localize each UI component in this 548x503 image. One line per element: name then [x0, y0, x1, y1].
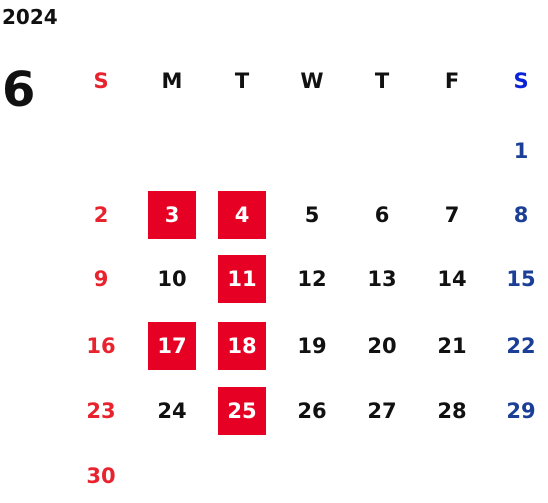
calendar-day[interactable]: 13: [367, 267, 397, 291]
calendar-day[interactable]: 26: [297, 399, 327, 423]
calendar-day[interactable]: 22: [506, 334, 536, 358]
calendar-day[interactable]: 6: [374, 203, 390, 227]
calendar-day[interactable]: 1: [513, 139, 529, 163]
calendar-day-highlighted[interactable]: 4: [218, 191, 266, 239]
calendar-day[interactable]: 12: [297, 267, 327, 291]
weekday-header: W: [300, 69, 324, 93]
weekday-header: M: [161, 69, 183, 93]
calendar-month: 6: [2, 62, 36, 118]
calendar-day[interactable]: 21: [437, 334, 467, 358]
calendar-day-highlighted[interactable]: 11: [218, 255, 266, 303]
calendar-day[interactable]: 7: [444, 203, 460, 227]
calendar-day[interactable]: 24: [157, 399, 187, 423]
calendar-day[interactable]: 29: [506, 399, 536, 423]
calendar-day[interactable]: 16: [86, 334, 116, 358]
calendar-day[interactable]: 5: [304, 203, 320, 227]
weekday-header: F: [444, 69, 460, 93]
calendar-day-highlighted[interactable]: 25: [218, 387, 266, 435]
calendar-day[interactable]: 15: [506, 267, 536, 291]
weekday-header: S: [93, 69, 109, 93]
calendar-day-highlighted[interactable]: 17: [148, 322, 196, 370]
calendar-year: 2024: [2, 5, 58, 29]
calendar-day[interactable]: 10: [157, 267, 187, 291]
calendar-day[interactable]: 19: [297, 334, 327, 358]
calendar-day-highlighted[interactable]: 18: [218, 322, 266, 370]
weekday-header: T: [374, 69, 390, 93]
calendar-day[interactable]: 14: [437, 267, 467, 291]
calendar-day[interactable]: 30: [86, 464, 116, 488]
calendar-day[interactable]: 9: [93, 267, 109, 291]
weekday-header: T: [234, 69, 250, 93]
calendar-day[interactable]: 28: [437, 399, 467, 423]
calendar-day[interactable]: 23: [86, 399, 116, 423]
calendar-day[interactable]: 20: [367, 334, 397, 358]
calendar-day-highlighted[interactable]: 3: [148, 191, 196, 239]
calendar-day[interactable]: 8: [513, 203, 529, 227]
weekday-header: S: [513, 69, 529, 93]
calendar-day[interactable]: 27: [367, 399, 397, 423]
calendar-day[interactable]: 2: [93, 203, 109, 227]
